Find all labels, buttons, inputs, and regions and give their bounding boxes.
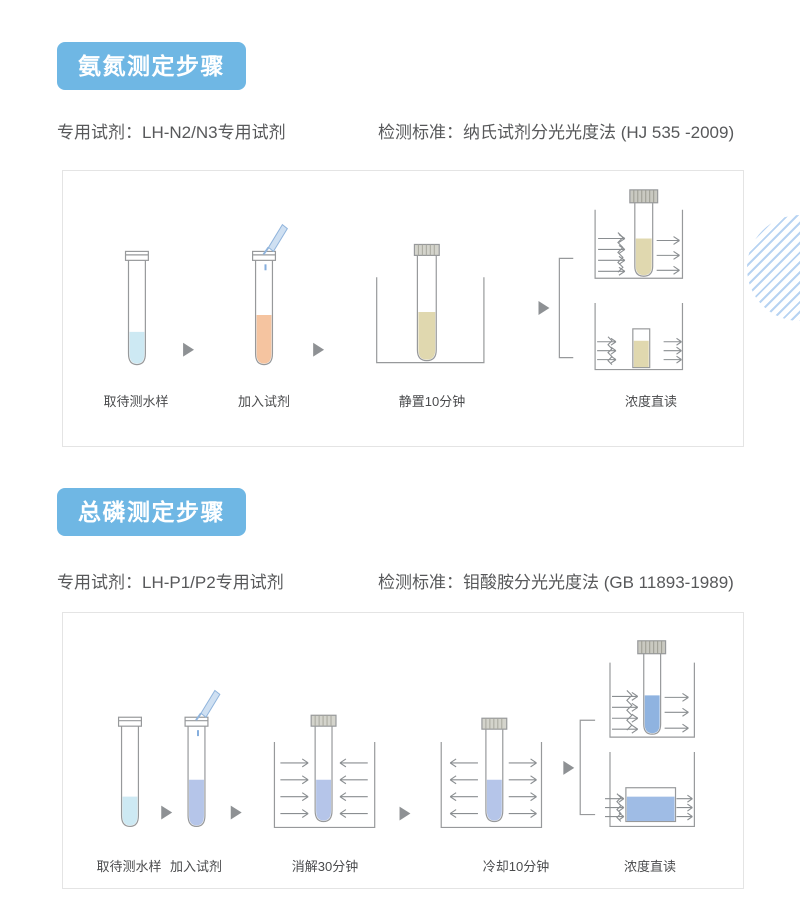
step-label: 浓度直读 <box>624 394 678 409</box>
result-bracket <box>558 257 574 359</box>
light-beam-arrows-icon <box>611 690 689 734</box>
step-label: 冷却10分钟 <box>482 859 550 874</box>
pipette-icon <box>195 689 221 737</box>
pipette-icon <box>262 223 288 271</box>
phosphorus-steps-diagram: 取待测水样 加入试剂 消解30分钟 冷却10分钟 浓度直读 <box>62 612 744 889</box>
step-label: 取待测水样 <box>96 859 162 874</box>
step-arrow-icon <box>538 301 550 315</box>
step-arrow-icon <box>563 760 575 775</box>
light-beam-arrows-small-icon <box>605 793 693 822</box>
step-arrow-icon <box>230 805 242 820</box>
ammonia-reagent-text: 专用试剂：LH-N2/N3专用试剂 <box>57 123 286 142</box>
phosphorus-info-row: 专用试剂：LH-P1/P2专用试剂 检测标准：钼酸胺分光光度法 (GB 1189… <box>57 568 767 592</box>
section-title-ammonia-badge: 氨氮测定步骤 <box>57 42 246 90</box>
step-label: 浓度直读 <box>623 859 677 874</box>
reagent-tube-icon <box>251 250 277 366</box>
ammonia-diagram-illustration <box>124 189 684 371</box>
step-label: 静置10分钟 <box>398 394 466 409</box>
step-arrow-icon <box>399 806 411 821</box>
phosphorus-standard-text: 检测标准：钼酸胺分光光度法 (GB 11893-1989) <box>378 573 734 592</box>
water-sample-tube-icon <box>124 250 149 366</box>
step-arrow-icon <box>313 342 325 357</box>
step-label: 加入试剂 <box>169 859 223 874</box>
ammonia-standard-text: 检测标准：纳氏试剂分光光度法 (HJ 535 -2009) <box>378 123 735 142</box>
ammonia-info-row: 专用试剂：LH-N2/N3专用试剂 检测标准：纳氏试剂分光光度法 (HJ 535… <box>57 118 767 142</box>
water-sample-tube-icon <box>117 716 142 828</box>
step-arrow-icon <box>183 342 195 357</box>
step-label: 消解30分钟 <box>291 859 359 874</box>
settle-beaker-icon <box>376 243 485 364</box>
section-title-phosphorus-badge: 总磷测定步骤 <box>57 488 246 536</box>
photometer-tube-icon <box>609 640 695 738</box>
reagent-tube-icon <box>184 716 209 828</box>
step-label: 取待测水样 <box>103 394 169 409</box>
photometer-tube-icon <box>594 189 684 279</box>
heat-in-arrows-icon <box>280 758 368 818</box>
step-label: 加入试剂 <box>237 394 291 409</box>
step-arrow-icon <box>161 805 173 820</box>
light-beam-arrows-icon <box>598 232 680 276</box>
cooling-bath-icon <box>440 717 543 829</box>
phosphorus-reagent-text: 专用试剂：LH-P1/P2专用试剂 <box>57 573 284 592</box>
cool-out-arrows-icon <box>449 758 537 818</box>
striped-half-circle-decoration <box>747 215 800 321</box>
result-bracket <box>579 719 596 816</box>
light-beam-arrows-small-icon <box>597 336 682 365</box>
ammonia-steps-diagram: 取待测水样 加入试剂 静置10分钟 浓度直读 <box>62 170 744 447</box>
photometer-cuvette-icon <box>609 751 695 828</box>
phosphorus-diagram-illustration <box>117 640 695 829</box>
photometer-cuvette-icon <box>594 303 684 371</box>
digestion-bath-icon <box>273 714 376 829</box>
